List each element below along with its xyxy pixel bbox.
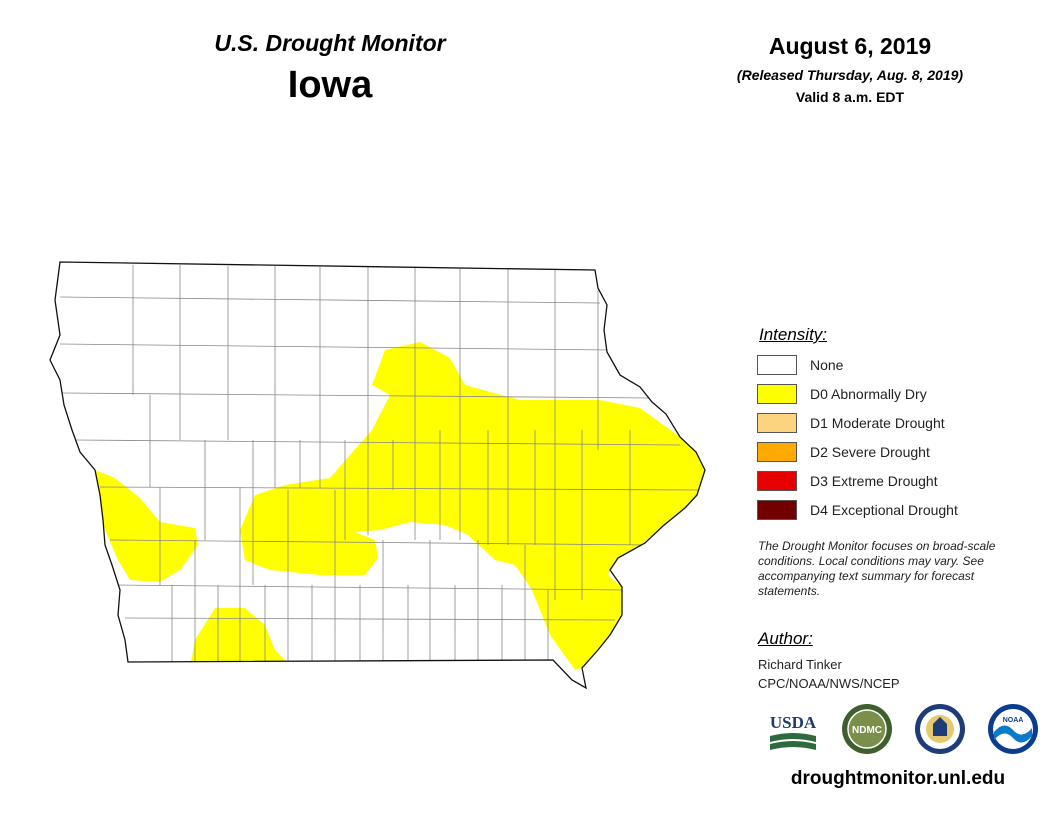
d0-area-south-central (190, 608, 292, 668)
d0-areas (95, 342, 705, 670)
legend-item: D1 Moderate Drought (757, 413, 1017, 435)
disclaimer-text: The Drought Monitor focuses on broad-sca… (758, 539, 996, 598)
doc-logo (915, 704, 965, 754)
noaa-logo: NOAA (988, 704, 1038, 754)
legend-label: D1 Moderate Drought (810, 415, 945, 431)
author-heading: Author: (758, 629, 813, 648)
map-title: U.S. Drought Monitor (214, 30, 446, 56)
legend-label: D2 Severe Drought (810, 444, 930, 460)
svg-text:NDMC: NDMC (852, 725, 882, 736)
legend-swatch (757, 384, 797, 404)
author-organization: CPC/NOAA/NWS/NCEP (758, 676, 900, 691)
author-name: Richard Tinker (758, 657, 842, 672)
legend-swatch (757, 413, 797, 433)
valid-time: Valid 8 a.m. EDT (795, 89, 905, 105)
legend-swatch (757, 442, 797, 462)
legend-item: D2 Severe Drought (757, 442, 1017, 464)
state-name: Iowa (287, 64, 373, 106)
legend-item: D0 Abnormally Dry (757, 384, 1017, 406)
ndmc-logo: NDMC (842, 704, 892, 754)
partner-logos: USDA NDMC NOAA (760, 704, 1050, 762)
legend-label: None (810, 357, 844, 373)
website-link[interactable]: droughtmonitor.unl.edu (790, 768, 1006, 789)
release-date: (Released Thursday, Aug. 8, 2019) (736, 67, 964, 83)
legend-title: Intensity: (759, 325, 828, 344)
d0-area-west (95, 470, 198, 582)
legend-item: None (757, 355, 1017, 377)
county-lines (59, 265, 701, 662)
legend-label: D3 Extreme Drought (810, 473, 938, 489)
usda-logo: USDA (770, 713, 817, 750)
legend-item: D3 Extreme Drought (757, 471, 1017, 493)
map-date: August 6, 2019 (768, 33, 932, 59)
svg-text:USDA: USDA (770, 713, 817, 732)
legend-swatch (757, 500, 797, 520)
svg-text:NOAA: NOAA (1003, 717, 1024, 724)
d0-area-central-east (240, 342, 705, 670)
legend-item: D4 Exceptional Drought (757, 500, 1017, 522)
legend-swatch (757, 471, 797, 491)
legend-label: D0 Abnormally Dry (810, 386, 927, 402)
iowa-outline (49, 261, 706, 690)
legend-label: D4 Exceptional Drought (810, 502, 958, 518)
legend-swatch (757, 355, 797, 375)
